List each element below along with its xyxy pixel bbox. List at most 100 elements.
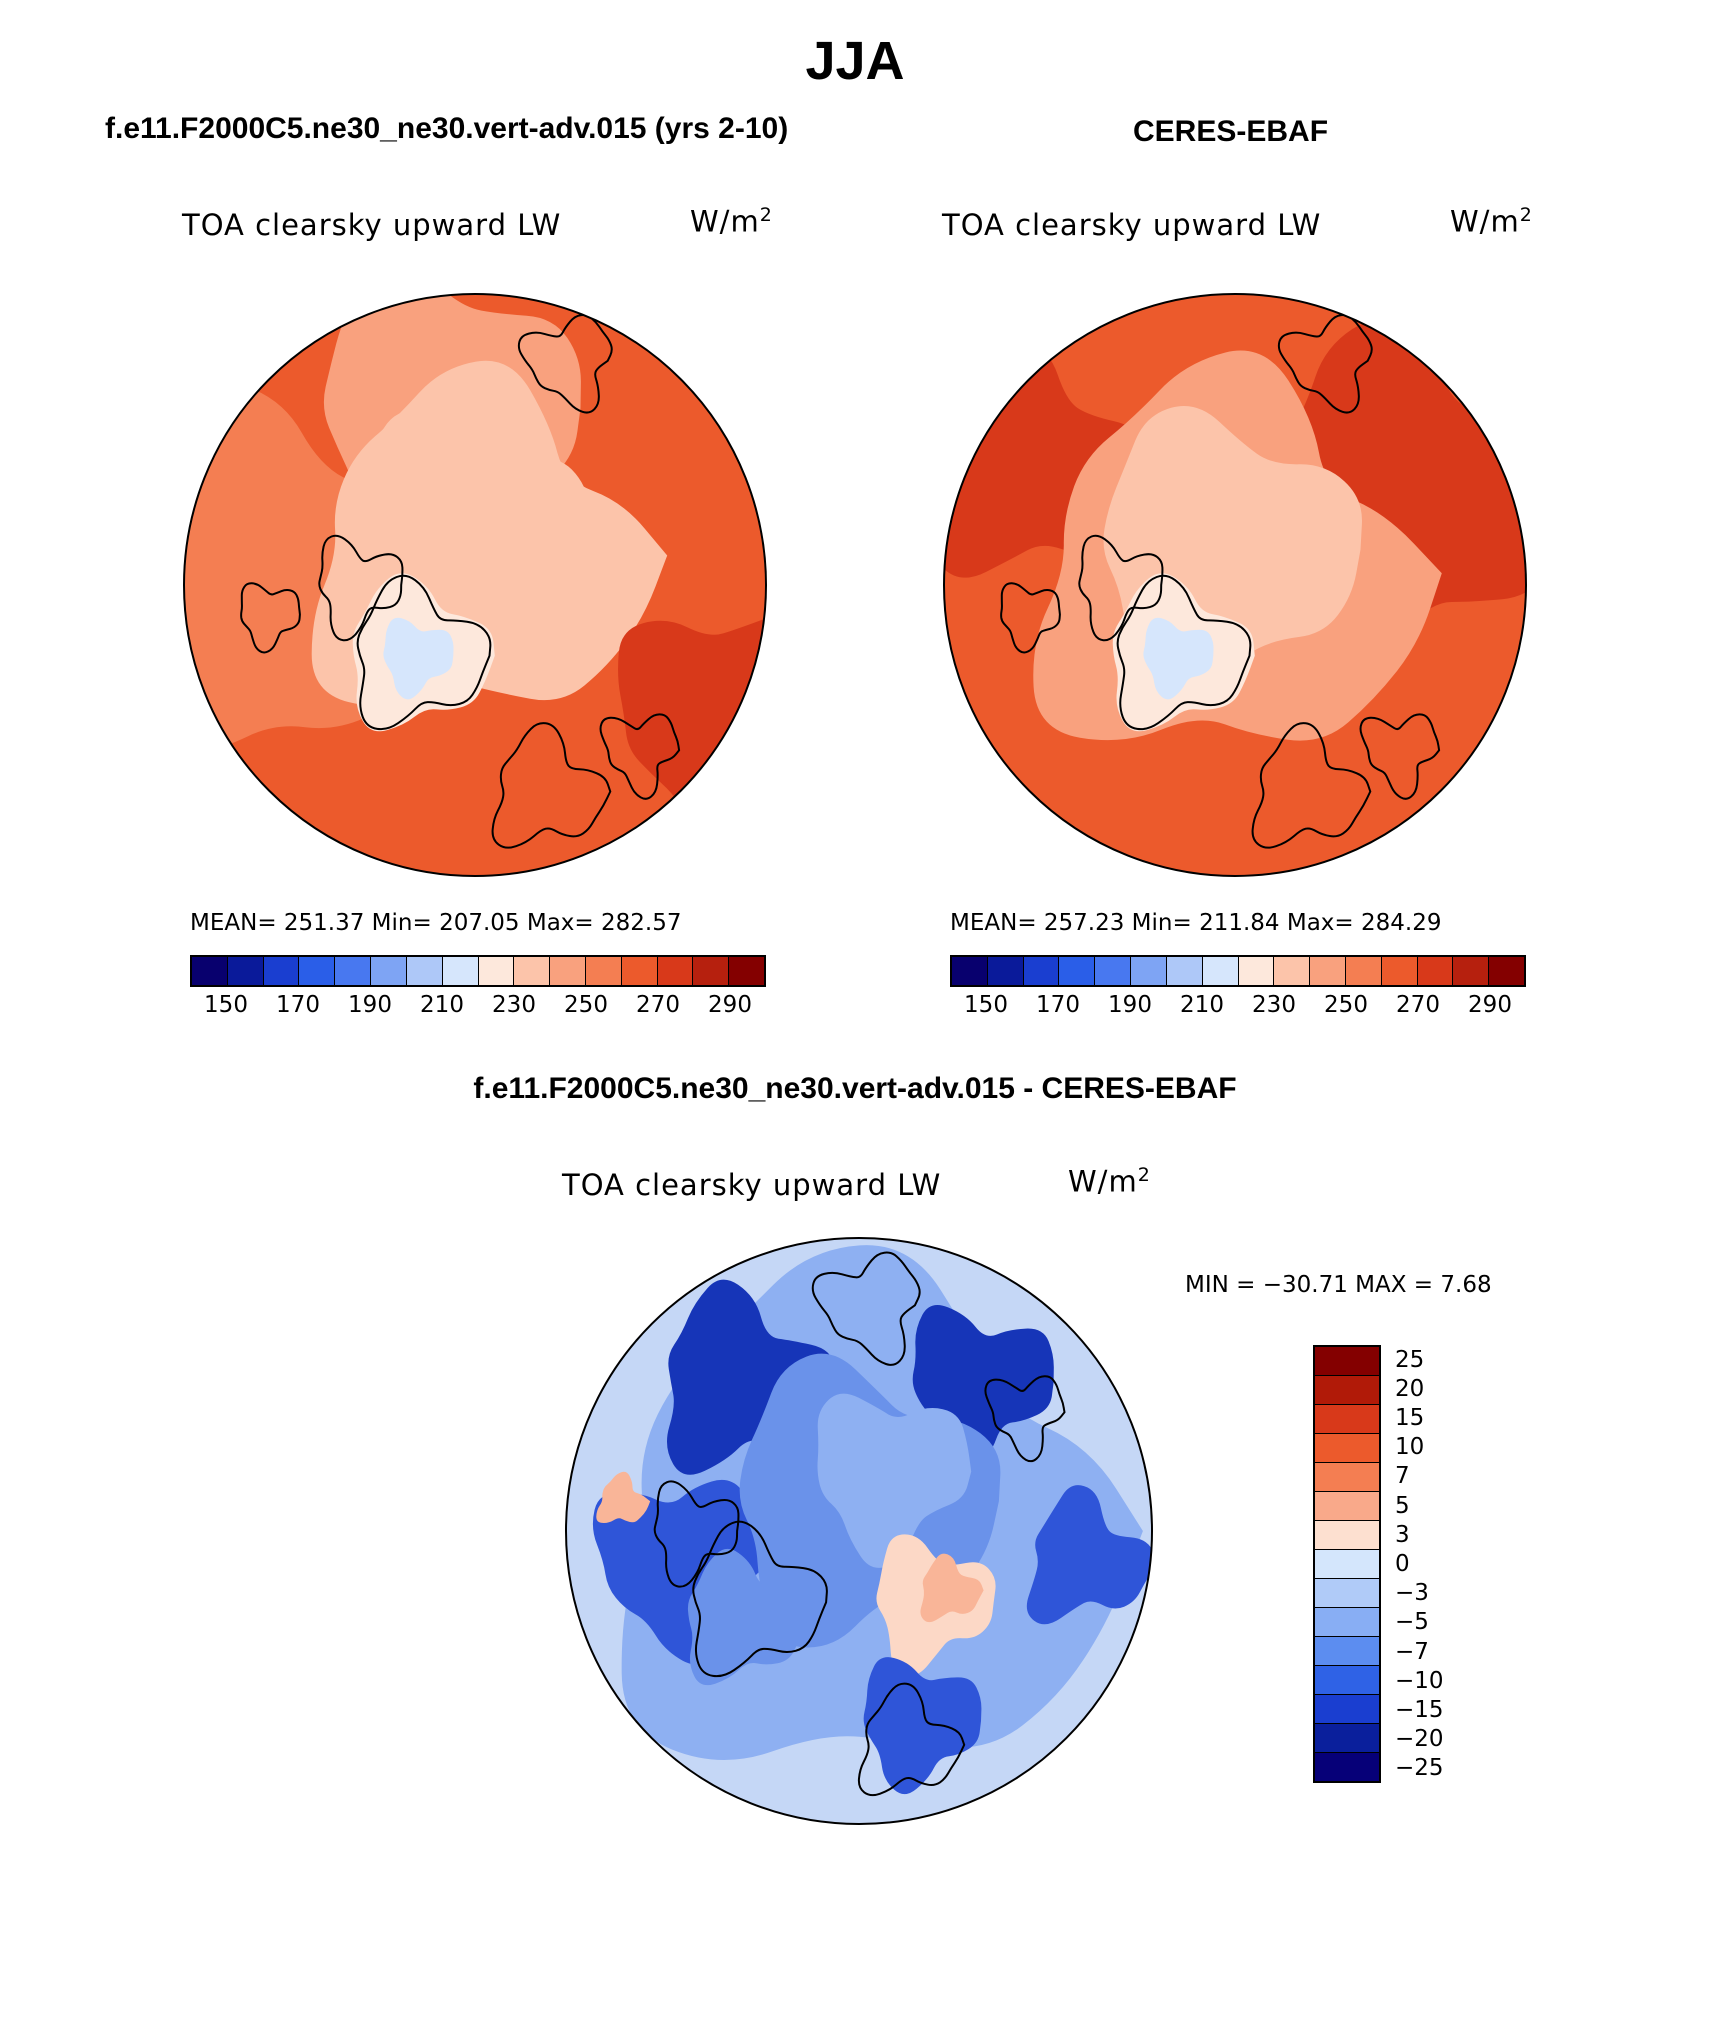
- colorbar-swatch: [1417, 957, 1454, 985]
- colorbar-tick-label: −5: [1395, 1609, 1429, 1636]
- colorbar-tick-label: 210: [1180, 992, 1224, 1018]
- colorbar-swatch: [1315, 1463, 1379, 1492]
- colorbar-swatch: [657, 957, 694, 985]
- colorbar-tick-label: −25: [1395, 1755, 1444, 1782]
- colorbar-swatch: [1310, 957, 1346, 985]
- panel-2-stats: MEAN= 257.23 Min= 211.84 Max= 284.29: [950, 910, 1442, 936]
- colorbar-swatch: [1238, 957, 1275, 985]
- colorbar-swatch: [1315, 1637, 1379, 1666]
- colorbar-swatch: [729, 957, 764, 985]
- colorbar-swatch: [299, 957, 336, 985]
- colorbar-tick-label: 0: [1395, 1551, 1410, 1577]
- colorbar-tick-label: 3: [1395, 1521, 1410, 1548]
- colorbar-swatch: [1315, 1405, 1379, 1434]
- colorbar-tick-label: 230: [492, 992, 536, 1018]
- colorbar-tick-label: 170: [1036, 992, 1080, 1018]
- colorbar-tick-label: 270: [1396, 992, 1440, 1018]
- colorbar-tick-label: 270: [636, 992, 680, 1018]
- panel-2-colorbar: [950, 955, 1526, 987]
- colorbar-swatch: [550, 957, 586, 985]
- colorbar-tick-label: −7: [1395, 1638, 1429, 1665]
- colorbar-tick-label: 7: [1395, 1463, 1410, 1490]
- colorbar-swatch: [1202, 957, 1239, 985]
- colorbar-swatch: [1315, 1753, 1379, 1781]
- colorbar-swatch: [1315, 1521, 1379, 1550]
- colorbar-tick-label: 150: [964, 992, 1008, 1018]
- colorbar-tick-label: 170: [276, 992, 320, 1018]
- panel-3-stats: MIN = −30.71 MAX = 7.68: [1185, 1272, 1492, 1298]
- colorbar-swatch: [442, 957, 479, 985]
- colorbar-swatch: [478, 957, 515, 985]
- colorbar-tick-label: 5: [1395, 1492, 1410, 1519]
- colorbar-swatch: [514, 957, 551, 985]
- panel-2-colorbar-labels: 150 170 190 210 230 250 270 290: [950, 992, 1526, 1024]
- panel-3-map: [565, 1237, 1153, 1825]
- panel-3-colorbar: [1313, 1345, 1381, 1783]
- panel-2-units: W/m2: [1450, 204, 1533, 239]
- colorbar-tick-label: 230: [1252, 992, 1296, 1018]
- colorbar-swatch: [585, 957, 622, 985]
- colorbar-tick-label: −3: [1395, 1580, 1429, 1607]
- colorbar-swatch: [1381, 957, 1418, 985]
- colorbar-tick-label: 250: [1324, 992, 1368, 1018]
- colorbar-swatch: [1315, 1492, 1379, 1521]
- colorbar-swatch: [1059, 957, 1096, 985]
- colorbar-tick-label: 20: [1395, 1375, 1425, 1402]
- panel-2-title: CERES-EBAF: [1133, 115, 1329, 148]
- colorbar-tick-label: 25: [1395, 1346, 1425, 1373]
- colorbar-swatch: [1023, 957, 1060, 985]
- colorbar-swatch: [1315, 1434, 1379, 1463]
- colorbar-tick-label: 290: [1468, 992, 1512, 1018]
- colorbar-swatch: [987, 957, 1024, 985]
- colorbar-swatch: [1315, 1608, 1379, 1637]
- colorbar-tick-label: 190: [1108, 992, 1152, 1018]
- colorbar-swatch: [1315, 1376, 1379, 1405]
- panel-1-map: [183, 293, 767, 877]
- colorbar-swatch: [192, 957, 228, 985]
- colorbar-tick-label: −15: [1395, 1697, 1444, 1723]
- colorbar-swatch: [1345, 957, 1382, 985]
- panel-3-colorbar-labels: 25 20 15 10 7 5 3 0 −3 −5 −7 −10 −15 −20 −25: [1395, 1345, 1485, 1783]
- colorbar-tick-label: 210: [420, 992, 464, 1018]
- colorbar-swatch: [335, 957, 372, 985]
- panel-3-units: W/m2: [1068, 1164, 1151, 1199]
- colorbar-tick-label: 190: [348, 992, 392, 1018]
- panel-2-map: [943, 293, 1527, 877]
- colorbar-swatch: [1131, 957, 1167, 985]
- panel-2-subtitle: TOA clearsky upward LW: [942, 208, 1322, 242]
- colorbar-swatch: [1453, 957, 1490, 985]
- colorbar-swatch: [952, 957, 988, 985]
- colorbar-tick-label: 15: [1395, 1404, 1425, 1431]
- colorbar-swatch: [693, 957, 730, 985]
- colorbar-swatch: [1166, 957, 1203, 985]
- colorbar-swatch: [1315, 1724, 1379, 1753]
- figure-title: JJA: [805, 31, 905, 91]
- panel-1-colorbar-labels: 150 170 190 210 230 250 270 290: [190, 992, 766, 1024]
- panel-1-title: f.e11.F2000C5.ne30_ne30.vert-adv.015 (yr…: [105, 112, 789, 145]
- colorbar-tick-label: 290: [708, 992, 752, 1018]
- colorbar-swatch: [1489, 957, 1524, 985]
- colorbar-swatch: [621, 957, 658, 985]
- colorbar-tick-label: −20: [1395, 1726, 1444, 1753]
- panel-3-title: f.e11.F2000C5.ne30_ne30.vert-adv.015 - C…: [473, 1072, 1237, 1105]
- colorbar-swatch: [1315, 1695, 1379, 1724]
- panel-1-subtitle: TOA clearsky upward LW: [182, 208, 562, 242]
- colorbar-tick-label: 10: [1395, 1434, 1425, 1461]
- colorbar-swatch: [1274, 957, 1311, 985]
- colorbar-swatch: [406, 957, 443, 985]
- colorbar-swatch: [263, 957, 300, 985]
- panel-1-units: W/m2: [690, 204, 773, 239]
- colorbar-tick-label: 150: [204, 992, 248, 1018]
- colorbar-swatch: [1315, 1666, 1379, 1695]
- panel-1-colorbar: [190, 955, 766, 987]
- colorbar-swatch: [1315, 1347, 1379, 1376]
- colorbar-swatch: [1315, 1550, 1379, 1579]
- colorbar-tick-label: −10: [1395, 1667, 1444, 1694]
- panel-3-subtitle: TOA clearsky upward LW: [562, 1168, 942, 1202]
- colorbar-swatch: [371, 957, 407, 985]
- colorbar-swatch: [1315, 1579, 1379, 1608]
- colorbar-swatch: [227, 957, 264, 985]
- colorbar-tick-label: 250: [564, 992, 608, 1018]
- panel-1-stats: MEAN= 251.37 Min= 207.05 Max= 282.57: [190, 910, 682, 936]
- colorbar-swatch: [1095, 957, 1132, 985]
